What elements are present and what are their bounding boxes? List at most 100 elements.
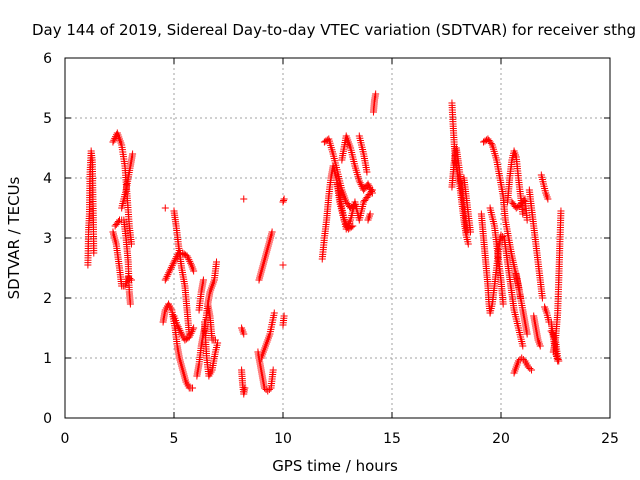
- data-point: [162, 274, 170, 282]
- data-point: [177, 328, 185, 336]
- x-tick-label: 15: [383, 431, 401, 447]
- y-tick-label: 5: [43, 111, 52, 127]
- data-point: [365, 182, 373, 190]
- data-point: [528, 366, 536, 374]
- data-point: [518, 354, 526, 362]
- data-point: [213, 258, 221, 266]
- data-point: [557, 207, 565, 215]
- data-point: [211, 336, 219, 344]
- chart-title: Day 144 of 2019, Sidereal Day-to-day VTE…: [32, 21, 636, 39]
- data-point: [280, 195, 288, 203]
- data-point: [523, 216, 531, 224]
- data-point: [363, 168, 371, 176]
- data-point: [161, 276, 169, 284]
- data-point: [524, 363, 532, 371]
- data-point: [188, 328, 196, 336]
- data-point: [280, 197, 288, 204]
- data-point: [187, 259, 195, 267]
- data-point: [185, 333, 193, 341]
- data-point: [169, 260, 177, 268]
- y-tick-label: 6: [43, 51, 52, 67]
- data-point: [175, 325, 183, 333]
- data-point: [90, 249, 98, 257]
- data-point: [166, 267, 174, 275]
- data-point: [536, 342, 544, 350]
- data-point: [487, 140, 495, 147]
- data-point: [114, 218, 122, 225]
- x-tick-label: 0: [61, 431, 70, 447]
- data-point: [520, 197, 528, 204]
- data-point: [372, 90, 380, 98]
- data-point: [364, 180, 372, 188]
- data-point: [270, 309, 278, 317]
- data-point: [519, 342, 527, 350]
- data-point: [183, 252, 191, 260]
- data-point: [279, 261, 287, 269]
- data-point: [173, 321, 181, 329]
- x-tick-label: 10: [274, 431, 292, 447]
- data-point: [368, 186, 376, 194]
- y-axis-label: SDTVAR / TECUs: [5, 176, 23, 299]
- data-point: [499, 233, 507, 240]
- y-tick-label: 3: [43, 231, 52, 247]
- data-point: [189, 384, 197, 392]
- data-point: [176, 326, 184, 334]
- data-point: [167, 265, 175, 273]
- data-point: [111, 134, 119, 142]
- data-point: [171, 256, 179, 264]
- data-point: [523, 330, 531, 338]
- data-point: [186, 257, 194, 265]
- data-point: [167, 263, 175, 271]
- data-point: [240, 195, 248, 203]
- data-point: [187, 329, 195, 337]
- data-point: [356, 179, 364, 187]
- data-point: [164, 271, 172, 279]
- data-point: [554, 357, 562, 365]
- data-point: [357, 181, 365, 189]
- data-point: [269, 366, 277, 374]
- data-point: [260, 384, 268, 392]
- data-point: [538, 294, 546, 302]
- data-point: [366, 210, 374, 218]
- data-point: [519, 210, 527, 218]
- data-point: [526, 365, 534, 372]
- data-point: [367, 188, 375, 195]
- data-point: [129, 150, 137, 158]
- data-point: [346, 218, 354, 226]
- grid: [65, 58, 610, 418]
- data-point: [126, 300, 134, 308]
- data-point: [163, 272, 171, 280]
- data-point: [268, 228, 276, 236]
- data-point: [190, 267, 198, 275]
- data-point: [497, 231, 505, 239]
- data-point: [161, 204, 169, 212]
- data-point: [342, 225, 350, 233]
- y-tick-label: 4: [43, 171, 52, 187]
- y-tick-label: 1: [43, 351, 52, 367]
- data-point: [466, 228, 474, 236]
- data-point: [554, 356, 562, 363]
- data-points: [84, 90, 565, 398]
- data-point: [189, 326, 197, 334]
- data-point: [185, 256, 193, 264]
- y-tick-label: 0: [43, 411, 52, 427]
- data-point: [170, 258, 178, 266]
- data-point: [349, 222, 357, 230]
- data-point: [544, 195, 552, 203]
- x-tick-label: 5: [170, 431, 179, 447]
- data-point: [241, 384, 249, 392]
- data-point: [186, 331, 194, 339]
- data-point: [344, 221, 352, 229]
- data-point: [499, 300, 507, 308]
- x-tick-label: 25: [601, 431, 619, 447]
- data-point: [127, 240, 135, 248]
- data-point: [264, 387, 272, 395]
- data-point: [345, 220, 353, 228]
- data-point: [110, 136, 118, 144]
- data-point: [343, 223, 351, 231]
- data-point: [165, 269, 173, 277]
- data-point: [174, 323, 182, 331]
- data-point: [168, 262, 176, 270]
- data-point: [190, 324, 198, 332]
- data-point: [279, 198, 287, 206]
